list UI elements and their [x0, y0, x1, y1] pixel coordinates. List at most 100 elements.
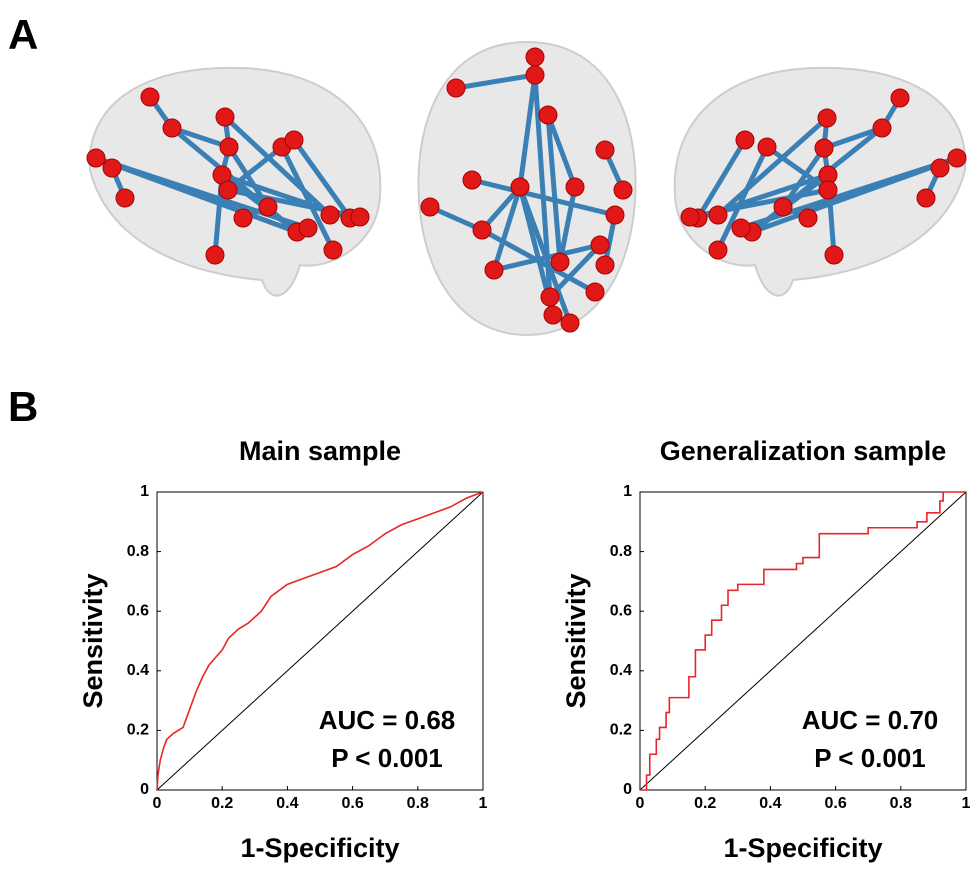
brain-node — [731, 218, 751, 238]
brain-node — [86, 148, 106, 168]
brain-node — [565, 177, 585, 197]
annotation: AUC = 0.70 — [802, 705, 939, 735]
brain-node — [420, 197, 440, 217]
x-tick-label: 1 — [962, 795, 971, 812]
brain-edge — [517, 72, 538, 190]
chance-line — [156, 491, 484, 791]
brain-edge — [479, 184, 523, 233]
brain-node — [595, 255, 615, 275]
brain-node — [162, 118, 182, 138]
chance-line — [639, 491, 967, 791]
brain-edge — [517, 184, 573, 326]
brain-edge — [453, 72, 538, 91]
brain-edge — [715, 144, 770, 253]
brain-node — [680, 207, 700, 227]
brain-node — [350, 207, 370, 227]
brain-edge — [169, 125, 232, 150]
brain-node — [560, 313, 580, 333]
plot-frame — [156, 491, 484, 791]
brain-edge — [279, 144, 336, 253]
brain-edge — [695, 137, 748, 221]
plot-frame — [639, 491, 967, 791]
brain-node — [595, 140, 615, 160]
brain-node — [818, 180, 838, 200]
brain-edge — [764, 144, 831, 193]
brain-node — [947, 148, 967, 168]
y-tick-label: 0.6 — [127, 602, 149, 619]
x-tick-label: 0 — [636, 795, 645, 812]
brain-node — [540, 287, 560, 307]
y-tick-label: 0.8 — [610, 543, 632, 560]
brain-node — [916, 188, 936, 208]
annotation: P < 0.001 — [331, 743, 443, 773]
brain-node — [525, 47, 545, 67]
brain-node — [890, 88, 910, 108]
x-tick-label: 0 — [153, 795, 162, 812]
x-tick-label: 0.6 — [341, 795, 363, 812]
x-tick-label: 0.6 — [824, 795, 846, 812]
roc-curve — [640, 491, 966, 791]
chart-title: Main sample — [239, 436, 401, 466]
brain-node — [323, 240, 343, 260]
annotation: AUC = 0.68 — [319, 705, 456, 735]
x-tick-label: 0.4 — [759, 795, 781, 812]
brain-node — [446, 78, 466, 98]
y-tick-label: 0.2 — [127, 722, 149, 739]
brain-node — [590, 235, 610, 255]
x-tick-label: 0.2 — [694, 795, 716, 812]
brain-edge — [545, 112, 563, 265]
x-tick-label: 0.4 — [276, 795, 298, 812]
brain-node — [757, 137, 777, 157]
brain-edge — [547, 242, 603, 300]
brain-edge — [469, 177, 618, 218]
y-tick-label: 0.8 — [127, 543, 149, 560]
panel-label: A — [8, 11, 38, 58]
brain-node — [613, 180, 633, 200]
brain-edge — [291, 137, 353, 221]
y-tick-label: 0.4 — [127, 662, 149, 679]
y-tick-label: 0.4 — [610, 662, 632, 679]
brain-edge — [715, 115, 830, 218]
brain-edge — [491, 184, 523, 273]
brain-node — [798, 208, 818, 228]
brain-edge — [169, 125, 300, 235]
brain-node — [462, 170, 482, 190]
brain-node — [605, 205, 625, 225]
y-axis-label: Sensitivity — [78, 573, 108, 708]
y-axis-label: Sensitivity — [561, 573, 591, 708]
brain-node — [205, 245, 225, 265]
x-tick-label: 1 — [479, 795, 488, 812]
brain-node — [284, 130, 304, 150]
brain-node — [708, 205, 728, 225]
brain-node — [218, 180, 238, 200]
brain-edge — [491, 242, 603, 273]
brain-node — [215, 107, 235, 127]
brain-node — [773, 197, 793, 217]
brain-node — [708, 240, 728, 260]
panel-label: B — [8, 383, 38, 430]
brain-node — [817, 108, 837, 128]
brain-node — [585, 282, 605, 302]
y-tick-label: 0 — [623, 781, 632, 798]
brain-node — [233, 208, 253, 228]
brain-edge — [222, 114, 333, 218]
y-tick-label: 1 — [623, 483, 632, 500]
brain-node — [510, 177, 530, 197]
brain-edge — [545, 112, 578, 190]
y-tick-label: 0 — [140, 781, 149, 798]
brain-node — [298, 218, 318, 238]
brain-node — [872, 118, 892, 138]
brain-node — [219, 137, 239, 157]
roc-curve — [156, 491, 484, 791]
brain-node — [550, 252, 570, 272]
brain-node — [814, 138, 834, 158]
brain-edge — [780, 145, 827, 210]
annotation: P < 0.001 — [814, 743, 926, 773]
y-tick-label: 0.6 — [610, 602, 632, 619]
chart-title: Generalization sample — [660, 436, 947, 466]
brain-node — [824, 245, 844, 265]
x-axis-label: 1-Specificity — [240, 833, 399, 863]
brain-node — [472, 220, 492, 240]
y-tick-label: 0.2 — [610, 722, 632, 739]
